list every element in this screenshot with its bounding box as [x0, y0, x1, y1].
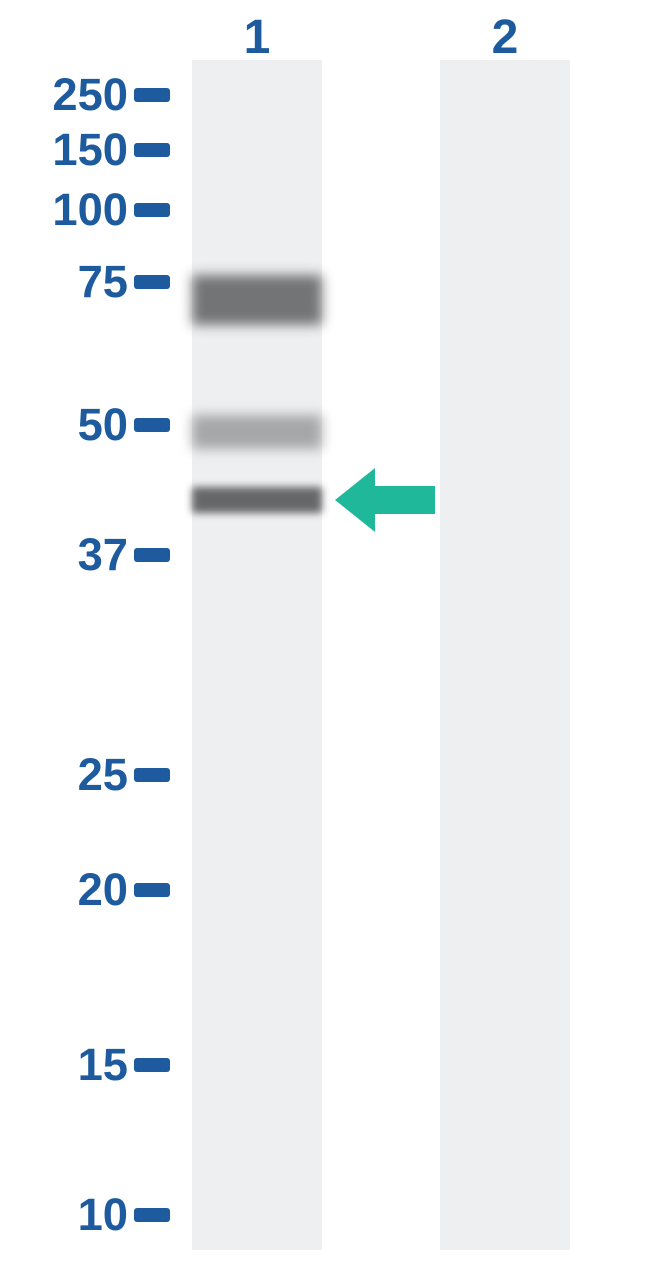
ladder-tick-20: 20: [78, 875, 170, 905]
ladder-tick-10: 10: [78, 1200, 170, 1230]
ladder-tick-37: 37: [78, 540, 170, 570]
ladder-tick-75: 75: [78, 267, 170, 297]
ladder-label-75: 75: [78, 256, 128, 308]
ladder-dash-250: [134, 88, 170, 102]
arrow-head: [335, 468, 375, 532]
ladder-label-37: 37: [78, 529, 128, 581]
lane-1-header: 1: [192, 10, 322, 65]
ladder-dash-20: [134, 883, 170, 897]
ladder-label-20: 20: [78, 864, 128, 916]
ladder-dash-37: [134, 548, 170, 562]
ladder-label-50: 50: [78, 399, 128, 451]
ladder-tick-25: 25: [78, 760, 170, 790]
lane-1: [192, 60, 322, 1250]
arrow-shaft: [375, 486, 435, 514]
ladder-dash-100: [134, 203, 170, 217]
lane-2-header: 2: [440, 10, 570, 65]
lane-2: [440, 60, 570, 1250]
ladder-tick-100: 100: [52, 195, 170, 225]
lane-1-band-2: [192, 415, 322, 449]
ladder-tick-50: 50: [78, 410, 170, 440]
ladder-dash-75: [134, 275, 170, 289]
ladder-label-25: 25: [78, 749, 128, 801]
ladder-dash-10: [134, 1208, 170, 1222]
ladder-tick-15: 15: [78, 1050, 170, 1080]
ladder-dash-25: [134, 768, 170, 782]
lane-1-band-1: [192, 275, 322, 325]
ladder-label-15: 15: [78, 1039, 128, 1091]
ladder-dash-15: [134, 1058, 170, 1072]
ladder-label-10: 10: [78, 1189, 128, 1241]
lane-1-band-3: [192, 487, 322, 513]
ladder-label-150: 150: [52, 124, 128, 176]
ladder-dash-50: [134, 418, 170, 432]
ladder-label-250: 250: [52, 69, 128, 121]
ladder-tick-250: 250: [52, 80, 170, 110]
ladder-tick-150: 150: [52, 135, 170, 165]
ladder-dash-150: [134, 143, 170, 157]
ladder-label-100: 100: [52, 184, 128, 236]
western-blot-figure: 1 2 25015010075503725201510: [0, 0, 650, 1270]
target-band-arrow-icon: [335, 468, 435, 532]
